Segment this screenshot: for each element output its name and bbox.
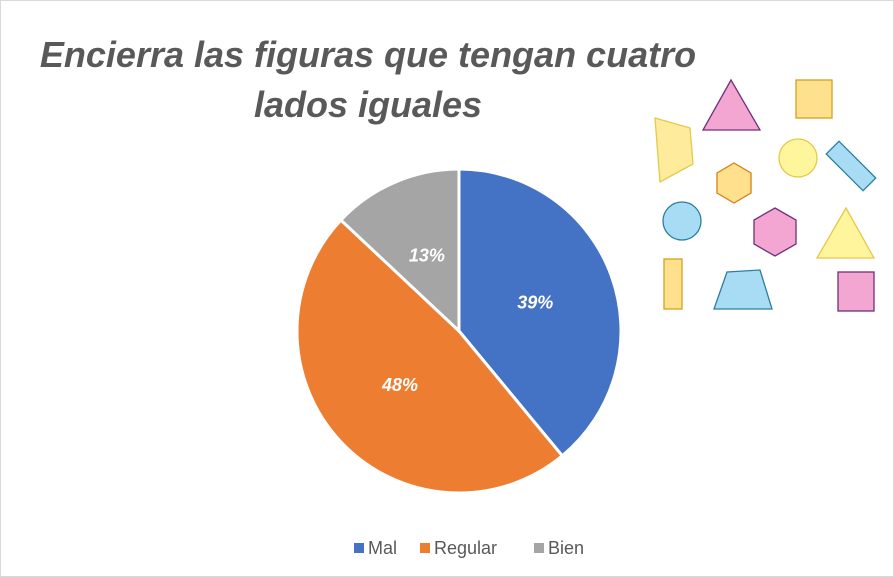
hexagon: [716, 162, 752, 204]
pie-slice: [457, 167, 623, 458]
legend-label: Mal: [368, 538, 397, 558]
legend-swatch: [420, 543, 430, 553]
pie-slice: [295, 217, 565, 495]
legend-label: Bien: [548, 538, 584, 558]
hexagon: [753, 207, 797, 257]
square: [837, 271, 875, 312]
triangle: [701, 78, 762, 131]
square: [795, 79, 833, 119]
circle: [662, 201, 702, 241]
circle: [778, 138, 818, 178]
rectangle: [825, 140, 877, 192]
legend-label: Regular: [434, 538, 497, 558]
value-label: 13%: [409, 245, 445, 265]
trapezoid: [713, 269, 773, 310]
decorative-shapes: [654, 78, 877, 312]
value-label: 48%: [381, 375, 418, 395]
pie-slice: [338, 167, 461, 335]
legend-swatch: [354, 543, 364, 553]
triangle: [815, 206, 876, 259]
pentagon: [654, 117, 694, 184]
legend-swatch: [534, 543, 544, 553]
value-label: 39%: [517, 292, 553, 312]
rectangle: [663, 258, 683, 310]
chart-title: Encierra las figuras que tengan cuatro l…: [39, 34, 697, 125]
